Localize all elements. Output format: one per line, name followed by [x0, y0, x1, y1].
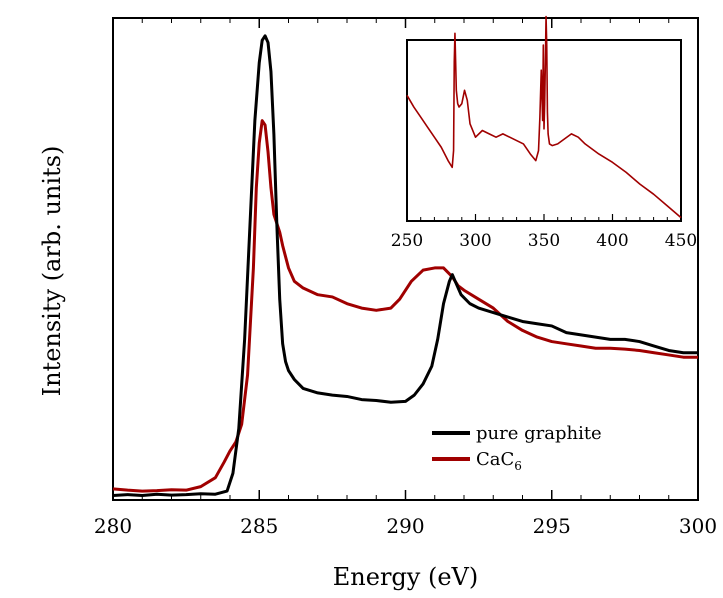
y-axis-title: Intensity (arb. units)	[38, 146, 66, 397]
series-line-pure-graphite	[112, 34, 698, 498]
legend-label-cac6-main: CaC	[476, 449, 514, 470]
inset-x-tick-labels: 250 300 350 400 450	[391, 231, 697, 251]
legend: pure graphite CaC6	[432, 423, 602, 473]
main-x-tick-labels: 280 285 290 295 300	[94, 514, 717, 538]
inset-x-tick-label-350: 350	[528, 231, 560, 251]
inset-x-tick-label-400: 400	[596, 231, 628, 251]
main-x-ticks	[112, 18, 699, 500]
legend-label-cac6-subscript: 6	[514, 459, 522, 473]
inset-x-tick-label-450: 450	[665, 231, 697, 251]
legend-label-pure-graphite-main: pure graphite	[476, 423, 602, 444]
main-x-tick-label-300: 300	[679, 514, 717, 538]
main-x-tick-label-285: 285	[240, 514, 278, 538]
legend-label-pure-graphite: pure graphite	[476, 423, 602, 444]
main-plot: 280 285 290 295 300	[94, 17, 717, 538]
x-axis-title: Energy (eV)	[333, 563, 478, 591]
legend-label-cac6: CaC6	[476, 449, 522, 473]
inset-series	[406, 15, 682, 219]
inset-series-line-0	[406, 15, 682, 219]
main-x-tick-label-280: 280	[94, 514, 132, 538]
main-x-tick-label-295: 295	[533, 514, 571, 538]
inset-x-tick-label-250: 250	[391, 231, 423, 251]
main-series	[112, 34, 698, 498]
series-line-cac6	[112, 119, 698, 493]
inset-plot: 250 300 350 400 450	[391, 15, 697, 251]
inset-x-tick-label-300: 300	[459, 231, 491, 251]
main-x-tick-label-290: 290	[386, 514, 424, 538]
